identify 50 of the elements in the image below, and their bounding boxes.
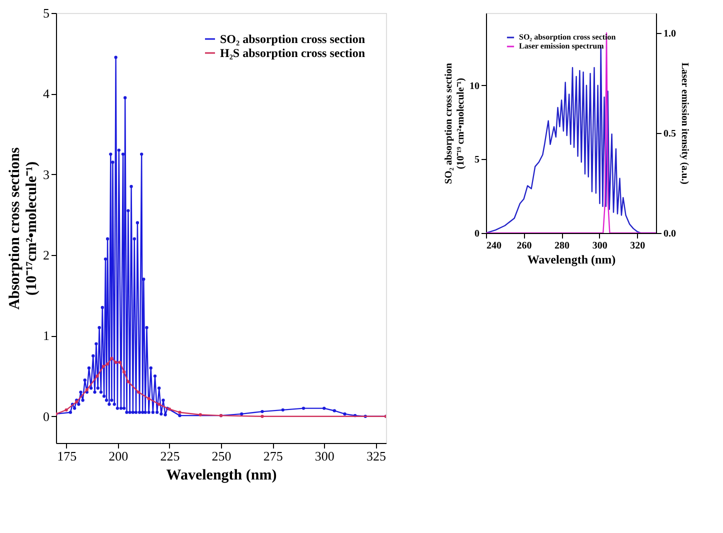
point	[178, 410, 182, 414]
legend-label: SO₂ absorption cross section	[220, 32, 366, 46]
point	[122, 370, 126, 374]
x-tick-label: 275	[263, 448, 283, 464]
point	[64, 408, 68, 412]
x-tick-label: 225	[160, 448, 180, 464]
point	[102, 364, 106, 368]
y-tick-label: 0	[43, 408, 50, 424]
x-tick-label: 300	[592, 240, 608, 252]
y2-tick-label: 0.0	[664, 228, 676, 240]
y2-tick-label: 1.0	[664, 28, 676, 40]
point	[136, 390, 140, 394]
point	[168, 408, 172, 411]
x-tick-label: 300	[314, 448, 334, 464]
x-tick-label: 200	[108, 448, 128, 464]
y-tick-label: 3	[43, 166, 50, 182]
y-tick-label: 0	[474, 228, 480, 240]
point	[198, 413, 202, 416]
y2-tick-label: 0.5	[664, 128, 676, 140]
x-tick-label: 240	[486, 240, 502, 252]
x-tick-label: 250	[212, 448, 232, 464]
line-series	[56, 356, 386, 418]
y-tick-label: 4	[43, 86, 50, 102]
point	[126, 380, 130, 384]
point	[158, 402, 161, 406]
x-axis-title: Wavelength (nm)	[166, 468, 277, 484]
point	[96, 374, 99, 378]
point	[110, 356, 114, 360]
point	[106, 362, 110, 366]
y-axis-title: Absorption cross sections (10⁻¹⁷cm²•molecule⁻¹)	[7, 147, 40, 310]
y-tick-label: 10	[470, 80, 480, 92]
x-tick-label: 260	[516, 240, 532, 252]
point	[118, 360, 122, 364]
y-axis-title: SO₂ absorption cross section (10⁻¹⁹ cm²•molecule⁻¹)	[444, 62, 466, 184]
y-tick-label: 5	[43, 6, 50, 20]
legend-label: Laser emission spectrum	[519, 42, 604, 50]
point	[147, 397, 150, 400]
x-tick-label: 175	[57, 448, 77, 464]
point	[114, 360, 118, 364]
y2-axis-title: Laser emission itensity (a.u.)	[679, 62, 690, 184]
x-tick-label: 325	[366, 448, 386, 464]
y-tick-label: 2	[43, 248, 50, 263]
x-tick-label: 320	[630, 240, 646, 252]
point	[85, 388, 89, 392]
legend-label: H₂S absorption cross section	[220, 46, 366, 60]
y-tick-label: 5	[474, 154, 480, 166]
point	[260, 414, 264, 418]
x-tick-label: 280	[554, 240, 570, 252]
x-axis-title: Wavelength (nm)	[527, 252, 616, 266]
y-tick-label: 1	[43, 328, 50, 344]
